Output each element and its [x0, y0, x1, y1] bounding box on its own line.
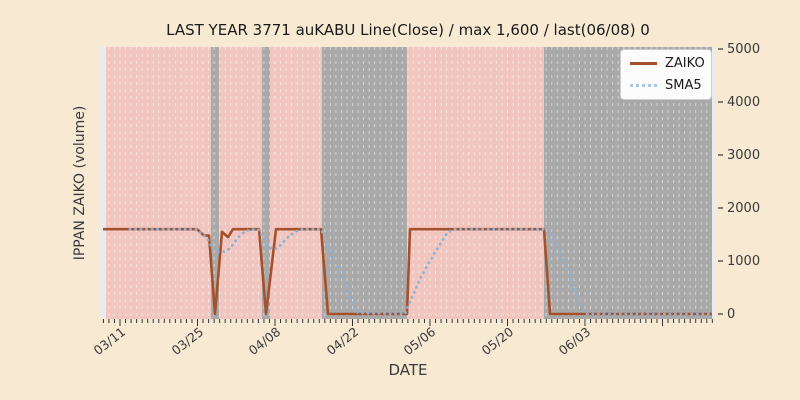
y-tick-label: 5000 [727, 42, 761, 57]
y-tick-label: 0 [727, 307, 736, 322]
sma5-dots-swatch-icon [630, 84, 657, 87]
legend-label-sma5: SMA5 [665, 78, 702, 93]
series-line-zaiko [103, 227, 712, 316]
day-band-gray [211, 47, 219, 319]
legend: ZAIKO SMA5 [620, 49, 712, 100]
y-tick-label: 2000 [727, 201, 761, 216]
x-axis-label: DATE [388, 361, 428, 379]
zaiko-line-swatch-icon [630, 62, 657, 65]
series-line-sma5 [128, 227, 714, 316]
day-band-gray [262, 47, 270, 319]
day-band-pink [219, 47, 262, 319]
legend-item-sma5: SMA5 [630, 79, 702, 92]
chart-title: LAST YEAR 3771 auKABU Line(Close) / max … [166, 21, 650, 39]
legend-label-zaiko: ZAIKO [665, 56, 705, 71]
legend-item-zaiko: ZAIKO [630, 56, 705, 71]
y-tick-label: 3000 [727, 148, 761, 163]
y-tick-label: 4000 [727, 95, 761, 110]
y-tick-label: 1000 [727, 254, 761, 269]
